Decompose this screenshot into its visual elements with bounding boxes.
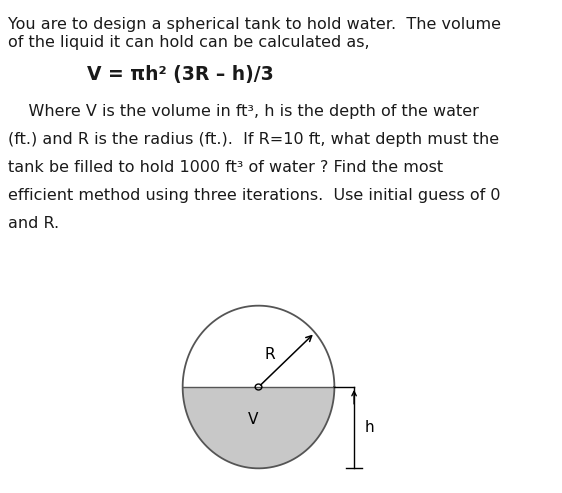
Text: You are to design a spherical tank to hold water.  The volume: You are to design a spherical tank to ho…	[8, 17, 501, 32]
Text: tank be filled to hold 1000 ft³ of water ? Find the most: tank be filled to hold 1000 ft³ of water…	[8, 160, 443, 175]
Text: efficient method using three iterations.  Use initial guess of 0: efficient method using three iterations.…	[8, 188, 501, 203]
Text: V = πh² (3R – h)/3: V = πh² (3R – h)/3	[87, 65, 274, 84]
Text: V: V	[248, 412, 258, 426]
Text: h: h	[364, 420, 374, 435]
Polygon shape	[183, 387, 334, 468]
Text: and R.: and R.	[8, 216, 60, 231]
Text: Where V is the volume in ft³, h is the depth of the water: Where V is the volume in ft³, h is the d…	[8, 104, 479, 118]
Text: of the liquid it can hold can be calculated as,: of the liquid it can hold can be calcula…	[8, 35, 370, 49]
Text: R: R	[264, 348, 275, 362]
Text: (ft.) and R is the radius (ft.).  If R=10 ft, what depth must the: (ft.) and R is the radius (ft.). If R=10…	[8, 132, 500, 146]
